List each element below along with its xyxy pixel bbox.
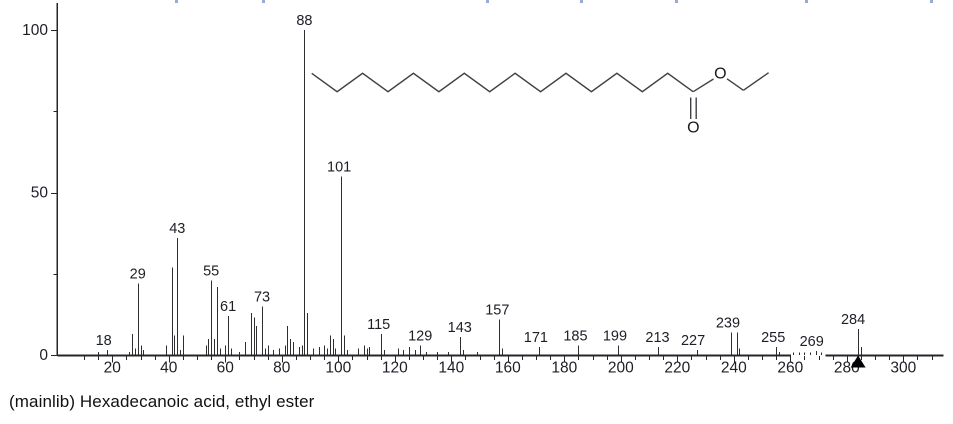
ester-bond [726,78,744,91]
x-tick-label: 60 [217,360,235,377]
x-tick-label: 100 [325,360,351,377]
cropped-text-artifact [805,0,808,3]
y-tick-label: 0 [39,347,48,364]
x-tick-label: 260 [777,360,803,377]
carbonyl-oxygen-label: O [687,120,699,137]
cropped-text-artifact [175,0,178,3]
peak-label: 269 [800,334,824,350]
peak-label: 171 [524,330,548,346]
peak-label: 55 [203,263,219,279]
cropped-text-artifact [486,0,489,3]
cropped-text-artifact [930,0,933,3]
ester-bond [692,78,714,93]
peak-label: 185 [563,328,587,344]
cropped-text-artifact [580,0,583,3]
carbon-chain-bonds [311,72,694,93]
x-tick-label: 200 [608,360,634,377]
peak-label: 115 [367,317,390,333]
cropped-text-artifact [262,0,265,3]
peak-label: 29 [130,267,146,283]
peak-label: 157 [485,302,509,318]
molecular-ion-marker [850,355,866,368]
peak-label: 43 [169,221,185,237]
x-tick-label: 300 [890,360,916,377]
peak-label: 61 [220,299,236,315]
x-tick-label: 80 [273,360,291,377]
peak-label: 101 [327,159,351,175]
peak-label: 239 [716,315,740,331]
x-tick-label: 220 [664,360,690,377]
peak-sticks [97,30,863,355]
peak-label: 255 [761,330,785,346]
peak-label: 73 [254,289,270,305]
peak-label: 284 [841,312,865,328]
peak-label: 18 [96,333,112,349]
x-tick-label: 40 [160,360,178,377]
peak-label: 129 [408,328,432,344]
x-tick-label: 20 [104,360,122,377]
x-tick-label: 140 [438,360,464,377]
y-tick-label: 50 [31,185,49,202]
x-tick-label: 240 [721,360,747,377]
y-ticks [50,29,58,357]
x-tick-label: 160 [495,360,521,377]
molecule-structure [311,72,770,119]
x-ticks [83,356,934,363]
peak-label: 199 [603,328,627,344]
ester-bond [742,72,770,91]
peak-label: 213 [645,330,669,346]
y-tick-label: 100 [22,22,48,39]
cropped-text-artifact [675,0,678,3]
peak-label: 88 [296,13,312,29]
axes [56,3,944,357]
spectrum-caption: (mainlib) Hexadecanoic acid, ethyl ester [9,392,315,411]
peak-label: 143 [448,320,472,336]
x-tick-label: 180 [551,360,577,377]
x-tick-label: 120 [382,360,408,377]
ester-oxygen-label: O [714,66,726,83]
peak-label: 227 [681,333,705,349]
